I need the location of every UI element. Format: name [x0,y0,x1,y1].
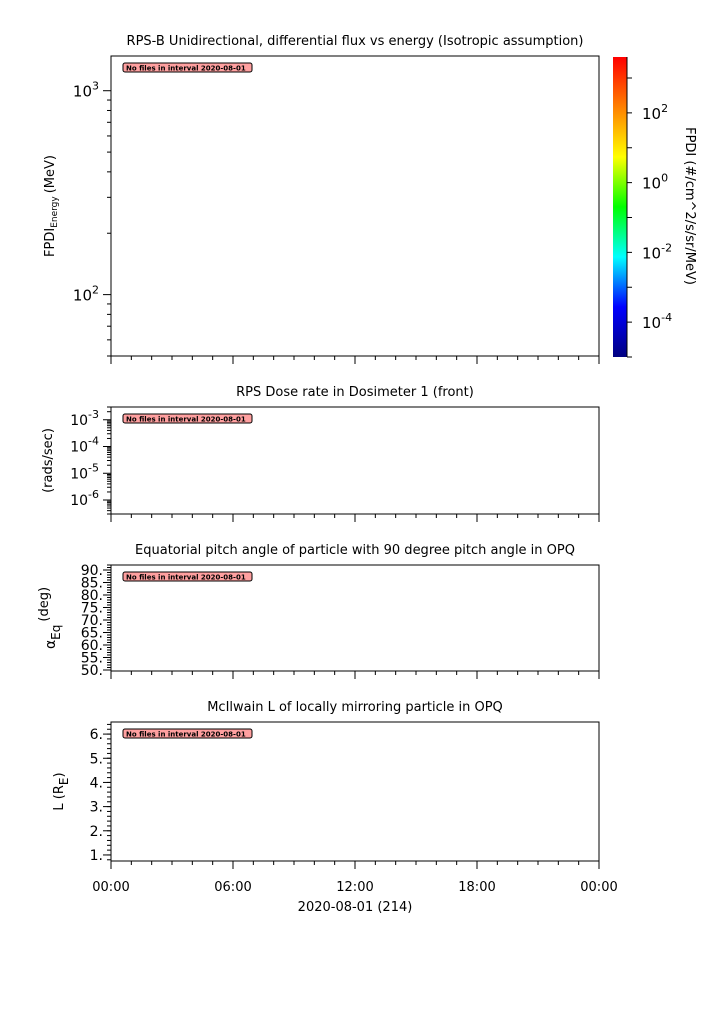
panel-title: McIlwain L of locally mirroring particle… [207,700,503,715]
panel-2: RPS Dose rate in Dosimeter 1 (front)10-6… [41,385,600,522]
x-tick-label: 12:00 [336,880,373,895]
message-text: No files in interval 2020-08-01 [126,574,246,582]
tick-exponent: -6 [88,488,99,501]
y-tick-label: 85. [81,576,103,592]
colorbar-gradient [613,57,627,357]
x-axis-label: 2020-08-01 (214) [298,900,413,915]
y-axis-label: L (RE) [52,772,71,810]
y-axis-label: FPDIEnergy (MeV) [43,155,60,257]
y-tick-label: 6. [90,727,103,743]
y-tick-label: 102 [73,284,99,305]
y-tick-label: 65. [81,626,103,642]
colorbar-tick-label: 100 [642,172,668,193]
tick-exponent: 0 [661,172,668,185]
panel-3: Equatorial pitch angle of particle with … [37,543,600,679]
x-tick-label: 00:00 [92,880,129,895]
y-tick-label: 10-6 [70,488,99,509]
panel-title: RPS-B Unidirectional, differential flux … [127,34,584,49]
x-tick-label: 18:00 [458,880,495,895]
x-tick-label: 00:00 [580,880,617,895]
tick-exponent: 2 [92,284,99,297]
tick-base: 10 [642,244,661,262]
message-background [122,413,253,424]
message-background [122,62,253,73]
y-tick-label: 2. [90,824,103,840]
tick-base: 10 [70,440,88,456]
no-data-message: No files in interval 2020-08-01 [122,728,253,739]
message-text: No files in interval 2020-08-01 [126,65,246,73]
colorbar-tick-label: 10-2 [642,241,672,262]
tick-base: 10 [73,83,92,101]
y-label-unit: (deg) [37,587,52,622]
y-tick-label: 80. [81,588,103,604]
y-tick-label: 1. [90,848,103,864]
y-tick-label: 70. [81,613,103,629]
y-label-unit: (MeV) [43,155,58,193]
no-data-message: No files in interval 2020-08-01 [122,571,253,582]
y-tick-label: 75. [81,601,103,617]
y-label-main: FPDI [43,228,58,257]
y-tick-label: 10-5 [70,461,99,482]
tick-exponent: 2 [661,102,668,115]
colorbar-tick-label: 102 [642,102,668,123]
y-label-sub: Eq [49,625,63,640]
tick-exponent: -4 [661,311,672,324]
tick-base: 10 [642,175,661,193]
tick-exponent: -5 [88,461,99,474]
message-text: No files in interval 2020-08-01 [126,416,246,424]
y-label-main: L (R [52,785,67,810]
y-tick-label: 3. [90,800,103,816]
no-data-message: No files in interval 2020-08-01 [122,413,253,424]
colorbar-label: FPDI (#/cm^2/s/sr/MeV) [682,127,697,285]
y-label-sub: E [57,778,71,786]
tick-base: 10 [73,287,92,305]
message-background [122,728,253,739]
message-text: No files in interval 2020-08-01 [126,731,246,739]
plot-frame [110,721,600,862]
y-label-unit: ) [52,772,67,777]
tick-base: 10 [642,105,661,123]
x-tick-label: 06:00 [214,880,251,895]
y-tick-label: 60. [81,638,103,654]
y-label-text: (rads/sec) [41,428,56,493]
tick-base: 10 [70,413,88,429]
no-data-message: No files in interval 2020-08-01 [122,62,253,73]
tick-base: 10 [70,466,88,482]
y-tick-label: 50. [81,663,103,679]
panel-title: RPS Dose rate in Dosimeter 1 (front) [236,385,474,400]
y-label-main: α [43,640,59,649]
panel-1: RPS-B Unidirectional, differential flux … [43,34,600,364]
colorbar-tick-label: 10-4 [642,311,672,332]
panel-4: McIlwain L of locally mirroring particle… [52,700,600,869]
y-tick-label: 90. [81,563,103,579]
plot-frame [110,55,600,357]
y-label-sub: Energy [50,196,60,228]
y-axis-label: αEq (deg) [37,587,63,649]
y-tick-label: 10-4 [70,435,99,456]
y-axis-label: (rads/sec) [41,428,56,493]
tick-exponent: -3 [88,408,99,421]
y-tick-label: 10-3 [70,408,99,429]
tick-exponent: -2 [661,241,672,254]
y-tick-label: 103 [73,80,99,101]
tick-exponent: 3 [92,80,99,93]
tick-base: 10 [70,493,88,509]
tick-base: 10 [642,314,661,332]
tick-exponent: -4 [88,435,99,448]
y-tick-label: 5. [90,751,103,767]
y-tick-label: 4. [90,775,103,791]
panel-title: Equatorial pitch angle of particle with … [135,543,575,558]
y-tick-label: 55. [81,651,103,667]
message-background [122,571,253,582]
